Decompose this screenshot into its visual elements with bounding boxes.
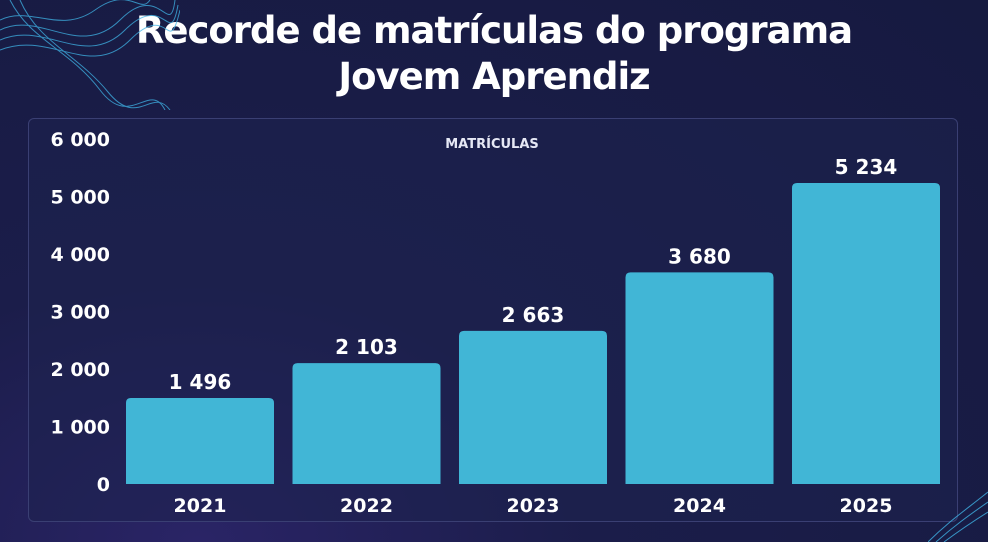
bar [625, 272, 774, 484]
x-tick-label: 2022 [340, 495, 393, 517]
y-tick-label: 4 000 [51, 244, 111, 266]
data-label: 2 103 [335, 335, 398, 359]
y-tick-label: 2 000 [51, 359, 111, 381]
data-label: 3 680 [668, 244, 731, 268]
x-tick-label: 2021 [174, 495, 227, 517]
y-tick-label: 6 000 [51, 129, 111, 151]
y-tick-label: 3 000 [51, 302, 111, 324]
title-line-1: Recorde de matrículas do programa [135, 9, 853, 52]
bar [459, 330, 607, 484]
data-label: 2 663 [502, 303, 565, 327]
data-label: 1 496 [169, 370, 232, 394]
y-tick-label: 0 [97, 474, 110, 496]
x-tick-label: 2025 [840, 495, 893, 517]
y-tick-label: 1 000 [51, 417, 111, 439]
bar [292, 363, 441, 484]
bar [126, 397, 274, 484]
chart-title: Recorde de matrículas do programa Jovem … [0, 8, 988, 100]
bar [792, 183, 940, 485]
x-tick-label: 2024 [673, 495, 726, 517]
legend-label: MATRÍCULAS [445, 136, 539, 152]
data-label: 5 234 [835, 155, 898, 179]
x-tick-label: 2023 [507, 495, 560, 517]
title-line-2: Jovem Aprendiz [338, 55, 650, 98]
y-tick-label: 5 000 [51, 187, 111, 209]
